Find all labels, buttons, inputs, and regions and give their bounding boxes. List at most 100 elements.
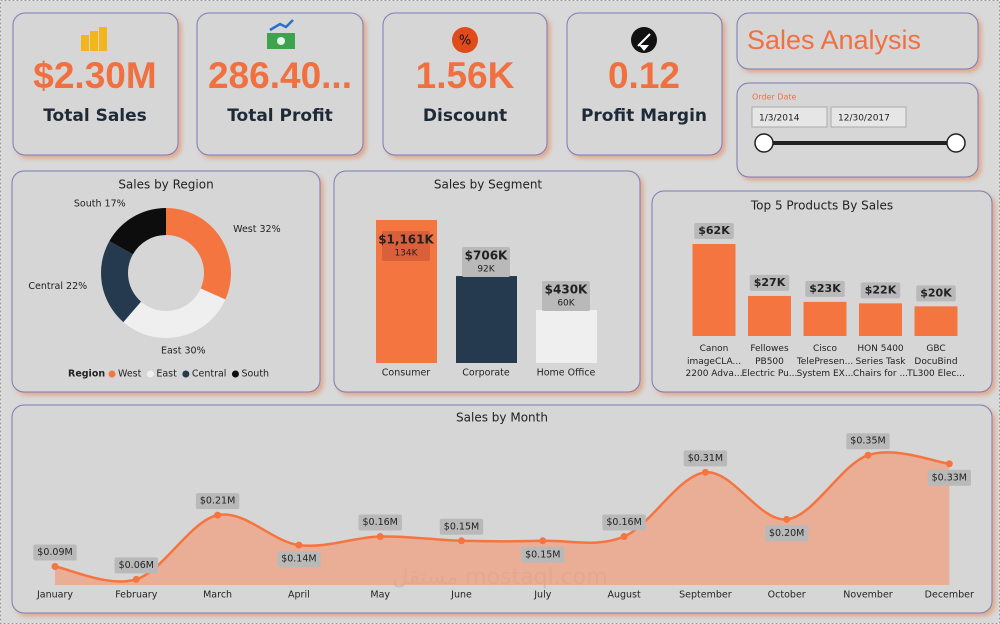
value-label: $1,161K bbox=[378, 233, 434, 247]
label-box bbox=[277, 551, 321, 568]
label-box bbox=[694, 223, 734, 239]
value-label: $0.16M bbox=[606, 517, 641, 528]
value-label: $27K bbox=[754, 276, 786, 289]
money-icon bbox=[267, 19, 295, 49]
label-box bbox=[358, 514, 402, 531]
label-box bbox=[382, 231, 430, 261]
point bbox=[295, 541, 303, 549]
value-label: $0.35M bbox=[850, 436, 885, 447]
label-box bbox=[805, 280, 845, 297]
x-tick-label: March bbox=[203, 590, 232, 601]
value-label: $0.21M bbox=[200, 496, 235, 507]
x-tick-label: August bbox=[607, 590, 641, 601]
x-tick-label: February bbox=[115, 590, 157, 601]
point bbox=[539, 537, 547, 545]
x-tick-label: December bbox=[925, 590, 974, 601]
value-label: $0.33M bbox=[932, 472, 967, 483]
legend-swatch bbox=[108, 370, 116, 378]
value-label: $0.16M bbox=[362, 517, 397, 528]
kpi-value: 1.56K bbox=[416, 55, 515, 96]
slice-label: West 32% bbox=[233, 224, 280, 235]
chart-title: Sales by Segment bbox=[434, 178, 543, 192]
bar bbox=[456, 276, 517, 363]
x-tick-label: September bbox=[679, 590, 732, 601]
date-input[interactable] bbox=[751, 106, 828, 128]
line bbox=[54, 451, 950, 583]
point bbox=[864, 451, 872, 459]
bar bbox=[859, 303, 902, 336]
svg-text:%: % bbox=[459, 34, 471, 49]
title-card bbox=[736, 12, 979, 70]
x-tick-label: Fellowes PB500 Electric Pu... bbox=[741, 344, 798, 379]
kpi-label: Total Sales bbox=[43, 106, 147, 126]
label-box bbox=[542, 281, 590, 312]
x-tick-label-box: GBC DocuBind TL300 Elec... bbox=[907, 344, 965, 379]
label-box bbox=[195, 493, 240, 510]
point bbox=[783, 515, 791, 523]
kpi-label: Profit Margin bbox=[581, 106, 707, 126]
legend-swatch bbox=[182, 370, 190, 378]
label-box bbox=[602, 514, 646, 531]
slice-label: Central 22% bbox=[28, 281, 87, 292]
slicer-label: Order Date bbox=[752, 93, 796, 102]
value-label: $23K bbox=[809, 282, 841, 295]
value-label: $0.20M bbox=[769, 528, 804, 539]
x-tick-label: Canon imageCLA... 2200 Adva... bbox=[685, 344, 743, 379]
x-tick-label: May bbox=[370, 590, 390, 601]
dashboard-title: Sales Analysis bbox=[747, 25, 921, 55]
kpi-label: Total Profit bbox=[227, 106, 333, 126]
secondary-label: 92K bbox=[477, 265, 495, 275]
donut-slice bbox=[123, 288, 226, 338]
legend-swatch bbox=[231, 370, 239, 378]
donut-slice bbox=[166, 208, 231, 300]
kpi-card bbox=[12, 12, 179, 156]
x-tick-label: Consumer bbox=[382, 368, 431, 379]
bar bbox=[803, 301, 847, 336]
legend-label: Central bbox=[192, 369, 227, 380]
x-tick-label: April bbox=[288, 590, 310, 601]
chart-title: Sales by Month bbox=[456, 411, 548, 425]
kpi-value: 286.40... bbox=[208, 55, 352, 96]
kpi-value: 0.12 bbox=[608, 55, 680, 96]
x-tick-label: HON 5400 Series Task Chairs for ... bbox=[852, 344, 909, 379]
value-label: $430K bbox=[545, 283, 588, 297]
label-box bbox=[749, 274, 790, 291]
date-from: 1/3/2014 bbox=[759, 114, 800, 124]
secondary-label: 60K bbox=[557, 299, 575, 309]
value-label: $20K bbox=[920, 286, 952, 299]
label-box bbox=[860, 282, 901, 299]
label-box bbox=[764, 525, 809, 542]
date-input[interactable] bbox=[830, 106, 907, 128]
point bbox=[214, 511, 222, 519]
value-label: $0.09M bbox=[37, 547, 72, 558]
x-tick-label-box: Fellowes PB500 Electric Pu... bbox=[741, 344, 798, 379]
legend-label: West bbox=[118, 369, 142, 380]
x-tick-label: GBC DocuBind TL300 Elec... bbox=[907, 344, 965, 379]
x-tick-label-box: HON 5400 Series Task Chairs for ... bbox=[852, 344, 909, 379]
x-tick-label: Cisco TelePresen... System EX... bbox=[796, 344, 854, 379]
bar bbox=[748, 295, 791, 336]
point bbox=[945, 460, 953, 468]
x-tick-label: November bbox=[843, 590, 893, 601]
chart-title: Sales by Region bbox=[118, 178, 213, 192]
kpi-cards bbox=[12, 12, 723, 156]
chart-card bbox=[11, 170, 321, 393]
legend-label: South bbox=[241, 369, 269, 380]
label-box bbox=[846, 433, 890, 450]
value-label: $706K bbox=[465, 249, 508, 263]
value-label: $0.15M bbox=[525, 549, 560, 560]
kpi-label: Discount bbox=[423, 106, 507, 126]
point bbox=[51, 562, 59, 570]
legend-title: Region bbox=[68, 369, 105, 380]
label-box bbox=[927, 469, 972, 486]
slider-handle[interactable] bbox=[754, 133, 774, 153]
label-box bbox=[916, 285, 956, 302]
chart-title: Top 5 Products By Sales bbox=[750, 199, 893, 213]
slider-handle[interactable] bbox=[946, 133, 966, 153]
kpi-value: $2.30M bbox=[33, 55, 156, 96]
value-label: $0.31M bbox=[688, 453, 723, 464]
discount-icon: % bbox=[452, 27, 478, 53]
point bbox=[620, 533, 628, 541]
legend-label: East bbox=[156, 369, 177, 380]
